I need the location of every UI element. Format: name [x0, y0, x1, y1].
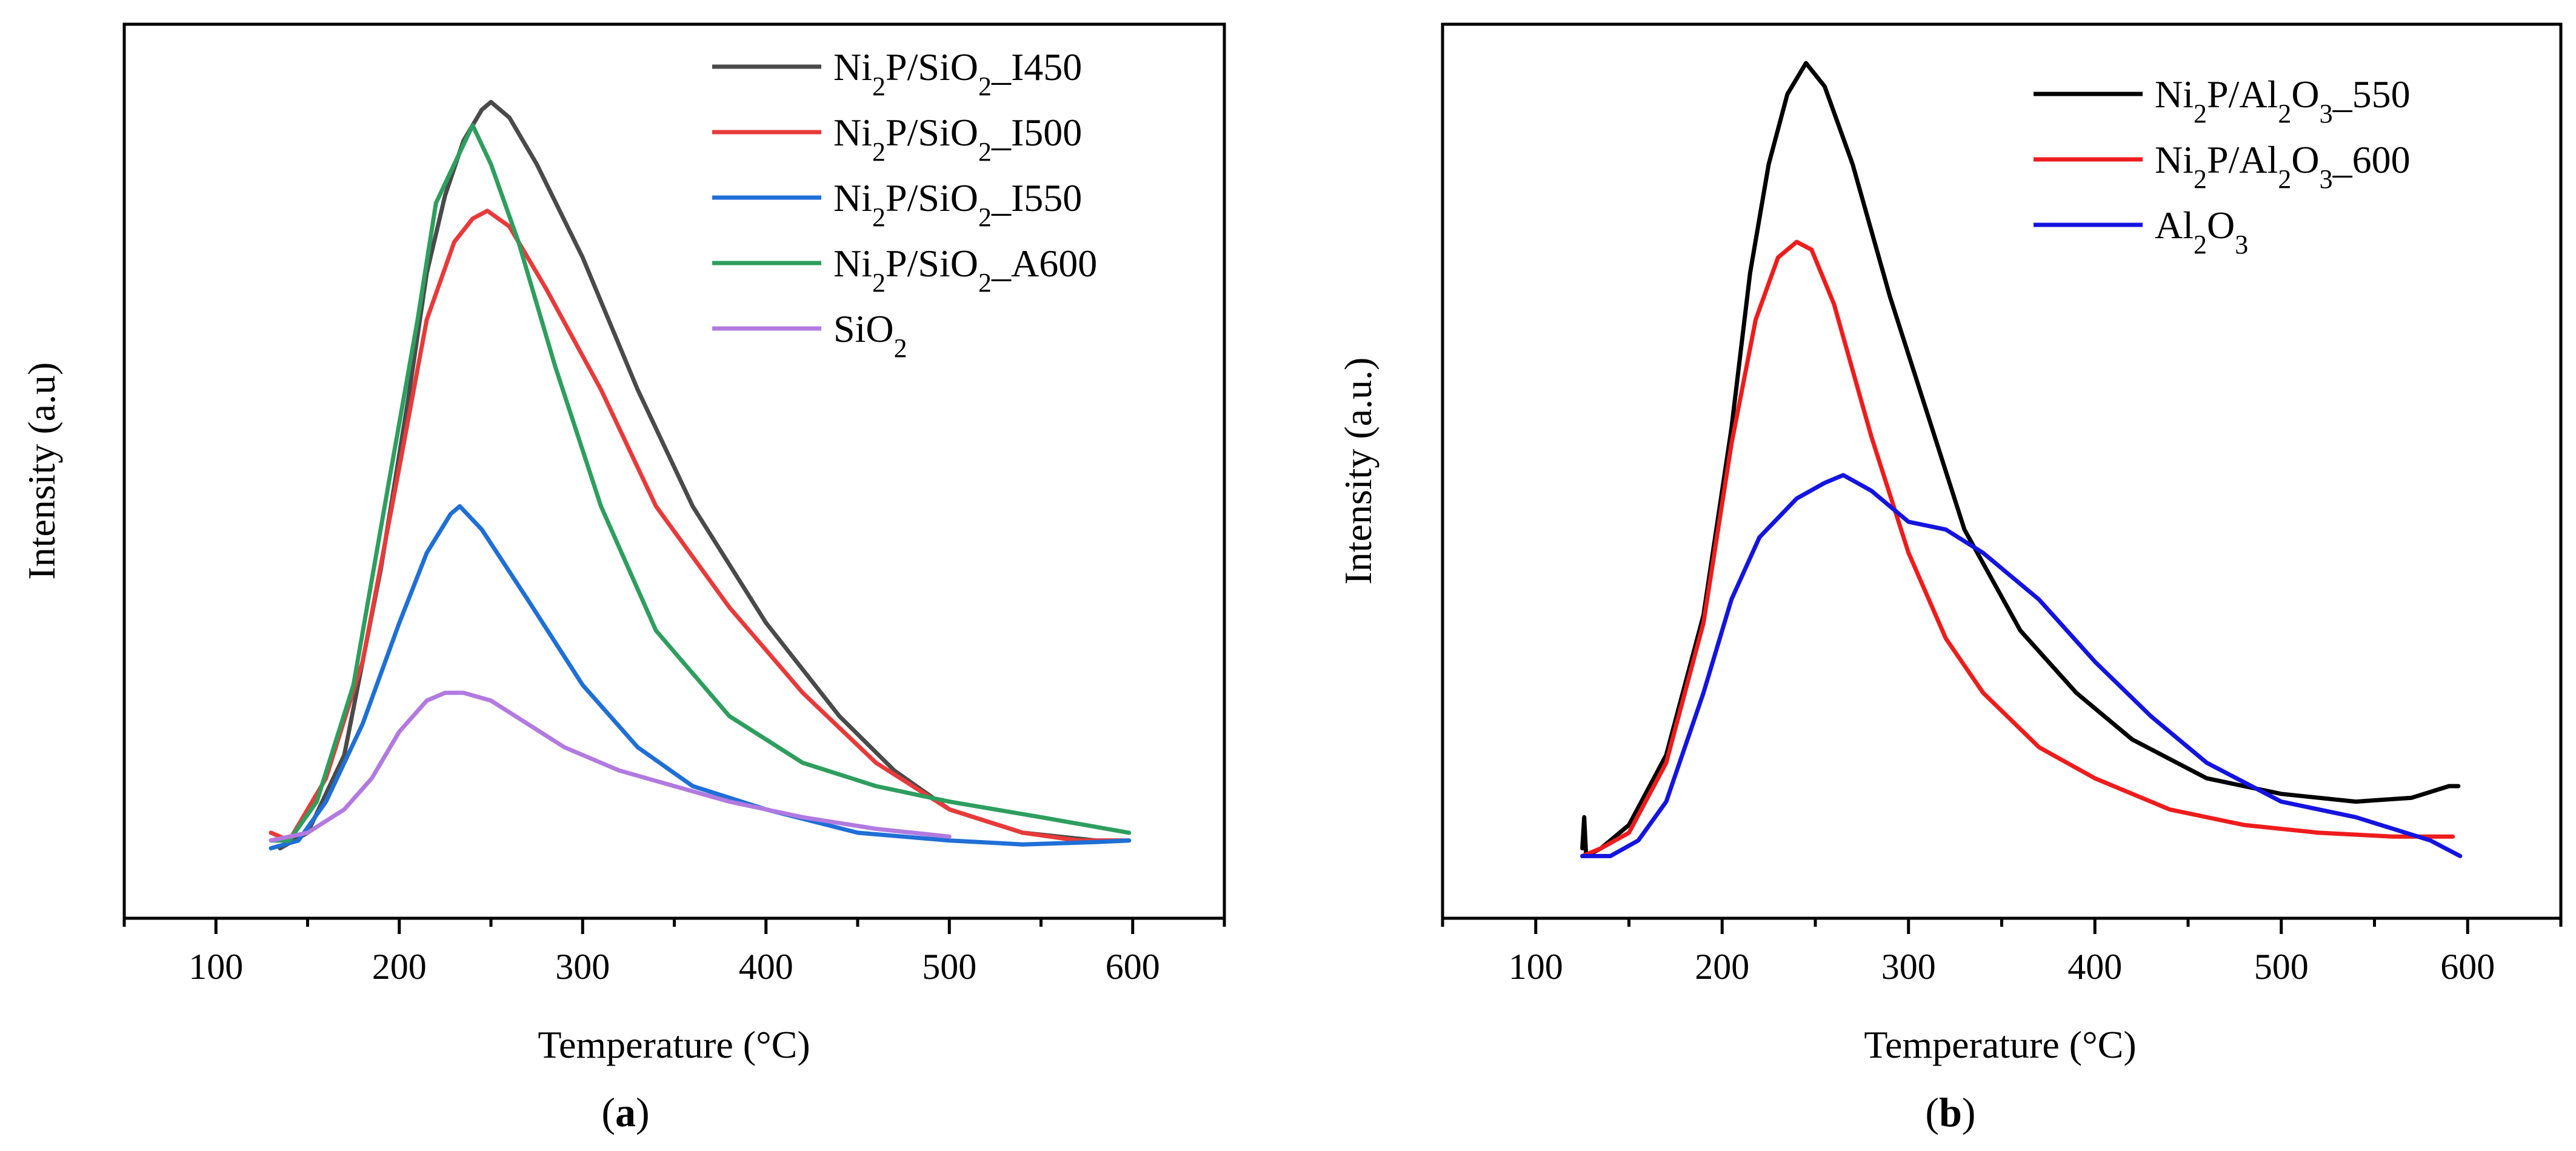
- panel-b-x-tick-label: 600: [2440, 947, 2495, 987]
- panel-b-chart: 100 200 300 400 500 600 Ni2P/Al2O3_550Ni2P/Al…: [1336, 22, 2563, 1135]
- panel-a-chart: 100 200 300 400 500 600 Ni2P/SiO2_I450Ni2P/Si…: [20, 22, 1226, 1135]
- panel-b-series-line-2: [1580, 473, 2463, 858]
- panel-a-x-tick-label: 100: [189, 947, 243, 987]
- panel-b-x-tick-label: 300: [1881, 947, 1936, 987]
- panel-a-legend-label-3: Ni2P/SiO2_A600: [833, 242, 1097, 298]
- panel-b-x-tick-label: 200: [1695, 947, 1749, 987]
- panel-a-x-axis-title: Temperature (°C): [538, 1023, 810, 1066]
- panel-a-series-line-2: [269, 504, 1132, 851]
- panel-b-x-axis-title: Temperature (°C): [1864, 1023, 2136, 1066]
- panel-b-legend-label-1: Ni2P/Al2O3_600: [2155, 138, 2411, 194]
- panel-a-series-lines: [269, 99, 1132, 851]
- panel-b-series-lines: [1580, 61, 2463, 858]
- panel-a-series-line-3: [269, 123, 1132, 843]
- panel-b-x-tick-label: 500: [2254, 947, 2309, 987]
- panel-a-legend-label-4: SiO2: [833, 307, 907, 363]
- panel-a-series-line-4: [269, 690, 952, 843]
- panel-a-legend-label-1: Ni2P/SiO2_I500: [833, 111, 1082, 167]
- panel-a-legend-label-2: Ni2P/SiO2_I550: [833, 176, 1082, 232]
- panel-b-legend-label-2: Al2O3: [2155, 204, 2248, 259]
- panel-a-x-tick-label: 500: [922, 947, 976, 987]
- panel-b-x-tick-label: 400: [2067, 947, 2122, 987]
- panel-a-caption: (a): [601, 1089, 649, 1135]
- panel-a-x-ticks: 100 200 300 400 500 600: [122, 918, 1226, 987]
- panel-a-series-line-1: [269, 209, 1132, 843]
- panel-b-x-ticks: 100 200 300 400 500 600: [1441, 918, 2563, 987]
- panel-a-legend: Ni2P/SiO2_I450 Ni2P/SiO2_I500 Ni2P/SiO2_I5…: [712, 45, 1097, 363]
- panel-b-x-tick-label: 100: [1509, 947, 1563, 987]
- panel-a-y-axis-title: Intensity (a.u): [20, 362, 63, 580]
- panel-b-y-axis-title: Intensity (a.u.): [1336, 358, 1380, 585]
- panel-b-series-line-1: [1580, 239, 2455, 858]
- panel-a-x-tick-label: 300: [555, 947, 610, 987]
- panel-b-series-line-0: [1580, 61, 2461, 858]
- panel-a-x-tick-label: 400: [739, 947, 793, 987]
- panel-a-legend-label-0: Ni2P/SiO2_I450: [833, 45, 1082, 101]
- panel-b-caption: (b): [1925, 1089, 1975, 1135]
- panel-b-legend-label-0: Ni2P/Al2O3_550: [2155, 73, 2411, 128]
- panel-a-x-tick-label: 600: [1106, 947, 1160, 987]
- panel-b-legend: Ni2P/Al2O3_550 Ni2P/Al2O3_600 Al2O3: [2034, 73, 2411, 259]
- panel-a-x-tick-label: 200: [372, 947, 427, 987]
